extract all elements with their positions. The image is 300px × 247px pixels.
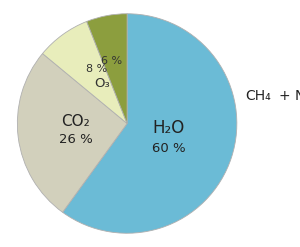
Text: CO₂: CO₂ — [61, 114, 90, 129]
Text: 8 %: 8 % — [86, 64, 108, 74]
Wedge shape — [43, 21, 127, 124]
Text: 6 %: 6 % — [101, 56, 122, 66]
Text: 26 %: 26 % — [59, 133, 93, 146]
Text: O₃: O₃ — [95, 77, 110, 90]
Text: + N₂O: + N₂O — [279, 88, 300, 103]
Wedge shape — [87, 14, 127, 124]
Wedge shape — [63, 14, 237, 233]
Text: CH₄: CH₄ — [246, 88, 272, 103]
Text: 60 %: 60 % — [152, 142, 186, 155]
Wedge shape — [17, 54, 127, 212]
Text: H₂O: H₂O — [153, 119, 185, 137]
